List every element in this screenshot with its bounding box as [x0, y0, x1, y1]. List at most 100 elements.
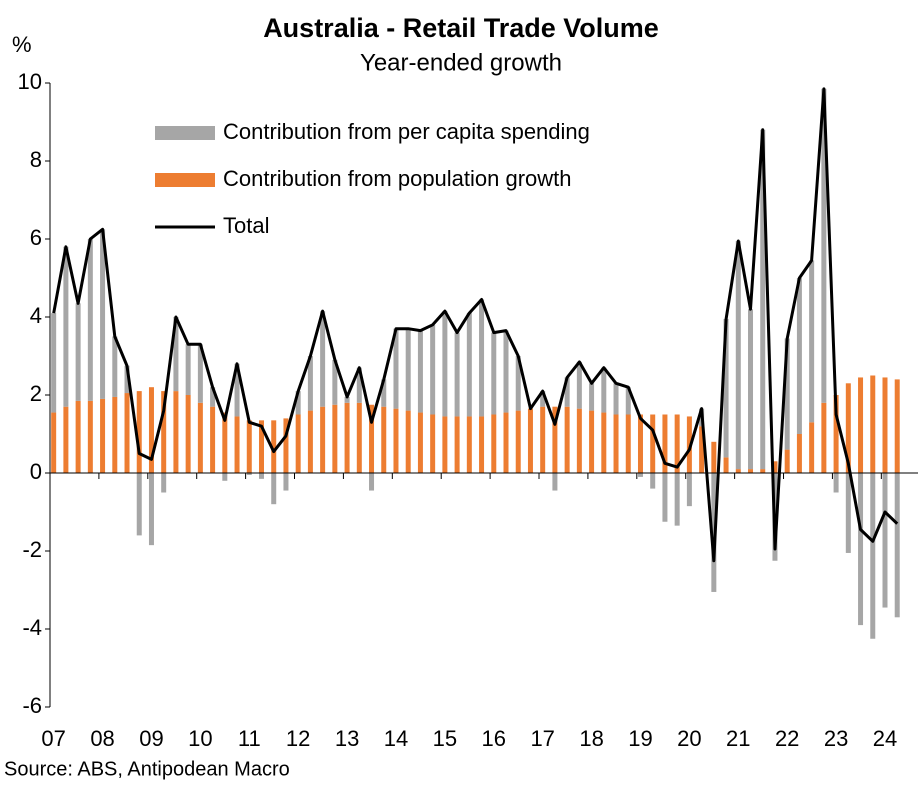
- bar: [589, 410, 595, 473]
- bar: [51, 412, 57, 473]
- source: Source: ABS, Antipodean Macro: [4, 758, 290, 780]
- bar: [393, 328, 399, 409]
- y-tick-label: 0: [30, 459, 42, 484]
- bar: [564, 406, 570, 473]
- bar: [870, 375, 876, 473]
- bar: [809, 422, 815, 473]
- bar: [63, 246, 69, 407]
- bar: [258, 420, 264, 473]
- bar: [442, 416, 448, 473]
- bar: [845, 473, 851, 553]
- bar: [662, 473, 668, 522]
- bar: [686, 473, 692, 507]
- bar: [381, 379, 387, 407]
- bar: [222, 412, 228, 473]
- bar: [809, 260, 815, 423]
- x-tick-label: 17: [530, 726, 554, 751]
- bar: [748, 309, 754, 470]
- bar: [405, 410, 411, 473]
- bar: [503, 330, 509, 413]
- bar: [185, 395, 191, 473]
- bar: [258, 473, 264, 479]
- bar: [442, 311, 448, 417]
- bar: [527, 408, 533, 473]
- bar: [417, 330, 423, 413]
- bar: [479, 299, 485, 417]
- bar: [307, 356, 313, 411]
- bar: [589, 383, 595, 411]
- bar: [124, 365, 130, 394]
- bar: [491, 332, 497, 415]
- legend-swatch: [155, 173, 215, 187]
- bar: [760, 469, 766, 473]
- bar: [870, 473, 876, 639]
- x-tick-label: 19: [628, 726, 652, 751]
- bar: [796, 434, 802, 473]
- bar: [454, 332, 460, 417]
- bar: [515, 410, 521, 473]
- legend-swatch: [155, 126, 215, 140]
- bar: [674, 473, 680, 526]
- bar: [540, 406, 546, 473]
- bar: [674, 414, 680, 473]
- bar: [295, 414, 301, 473]
- bar: [87, 400, 93, 473]
- x-tick-label: 21: [726, 726, 750, 751]
- bar: [222, 473, 228, 481]
- bar: [699, 426, 705, 473]
- bar: [197, 402, 203, 473]
- x-tick-label: 18: [579, 726, 603, 751]
- bar: [356, 367, 362, 403]
- x-tick-label: 10: [188, 726, 212, 751]
- bar: [246, 420, 252, 473]
- bar: [51, 313, 57, 413]
- bar: [234, 416, 240, 473]
- bar: [466, 313, 472, 417]
- bar: [833, 395, 839, 473]
- bar: [271, 420, 277, 473]
- bar: [576, 408, 582, 473]
- bar: [711, 441, 717, 473]
- x-tick-label: 07: [41, 726, 65, 751]
- bar: [430, 324, 436, 415]
- bar: [882, 473, 888, 608]
- bar: [210, 406, 216, 473]
- legend-label: Total: [223, 213, 269, 238]
- bar: [332, 359, 338, 405]
- x-tick-label: 12: [286, 726, 310, 751]
- bar: [369, 404, 375, 473]
- bar: [173, 317, 179, 392]
- bar: [173, 391, 179, 473]
- bar: [784, 338, 790, 450]
- bar: [63, 406, 69, 473]
- bar: [601, 412, 607, 473]
- bar: [796, 278, 802, 434]
- bar: [821, 402, 827, 473]
- bar: [503, 412, 509, 473]
- bar: [858, 377, 864, 473]
- bar: [662, 414, 668, 473]
- bar: [858, 473, 864, 626]
- bar: [821, 88, 827, 403]
- x-tick-label: 20: [677, 726, 701, 751]
- bar: [430, 414, 436, 473]
- bar: [479, 416, 485, 473]
- bar: [271, 473, 277, 505]
- x-tick-label: 23: [824, 726, 848, 751]
- bar: [723, 457, 729, 473]
- bar: [161, 391, 167, 473]
- bar: [234, 363, 240, 417]
- bar: [552, 406, 558, 473]
- y-tick-label: 10: [18, 69, 42, 94]
- bar: [369, 473, 375, 491]
- bar: [625, 387, 631, 415]
- y-tick-label: -4: [22, 615, 42, 640]
- bar: [332, 404, 338, 473]
- bar: [723, 318, 729, 458]
- bar: [845, 383, 851, 473]
- x-tick-label: 13: [335, 726, 359, 751]
- bar: [124, 393, 130, 473]
- bar: [87, 239, 93, 401]
- bar: [185, 344, 191, 395]
